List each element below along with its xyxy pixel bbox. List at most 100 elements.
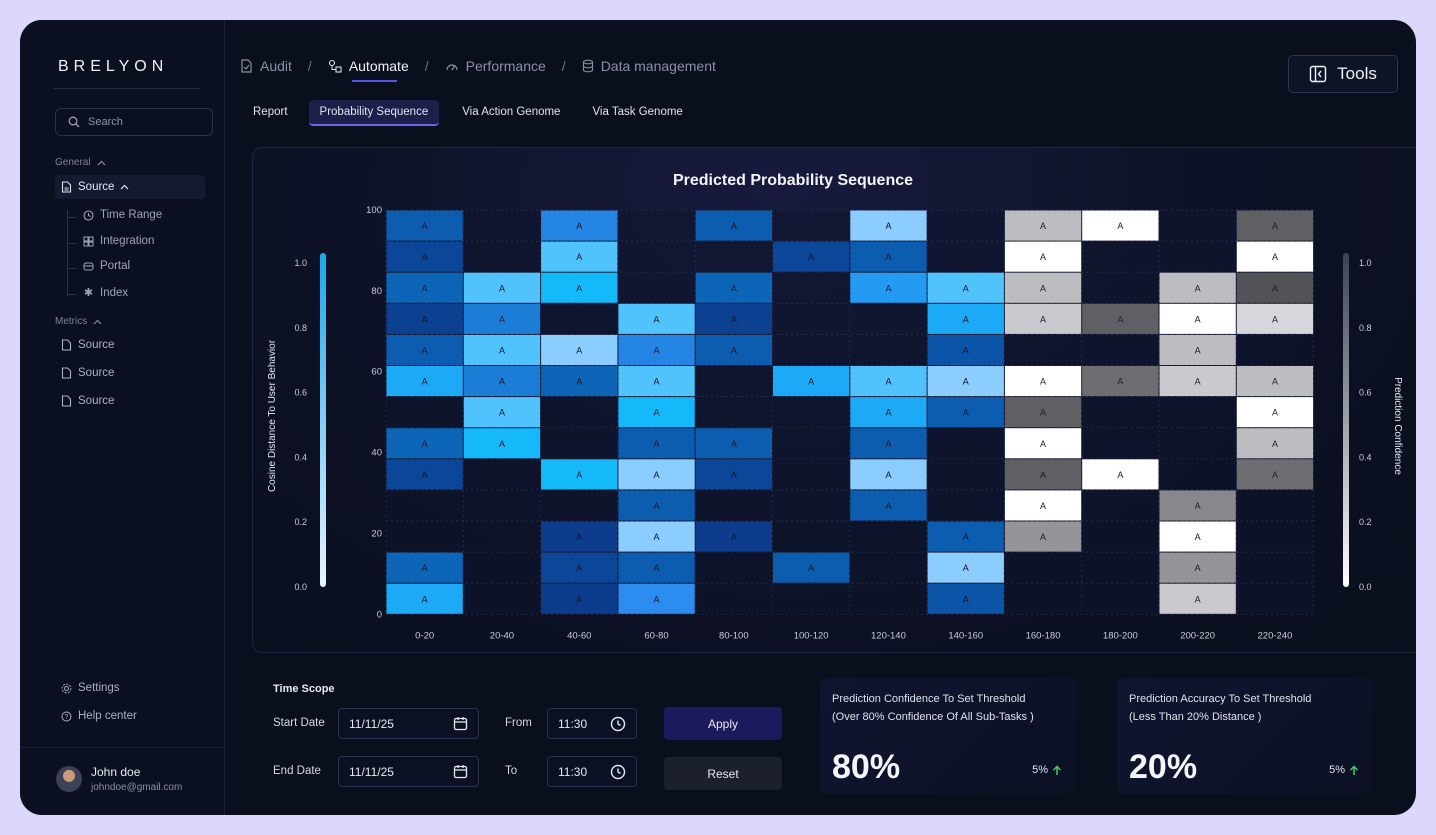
sidebar-item-source[interactable]: Source (55, 175, 205, 199)
cell-label: A (576, 563, 582, 573)
heatmap-cell (541, 210, 618, 241)
colorbar-tick-label: 0.4 (294, 452, 307, 462)
flow-icon (328, 59, 342, 73)
cell-label: A (1195, 345, 1201, 355)
sidebar-subitem-integration[interactable]: Integration (83, 235, 154, 247)
heatmap-cell (927, 397, 1004, 428)
cell-label: A (1195, 501, 1201, 511)
breadcrumb-data-management[interactable]: Data management (582, 58, 716, 74)
sidebar-help-center[interactable]: ? Help center (55, 704, 205, 728)
apply-button[interactable]: Apply (664, 707, 782, 740)
tree-branch (67, 268, 77, 269)
colorbar-tick-label: 1.0 (294, 258, 307, 268)
card-value: 80% (832, 748, 901, 786)
breadcrumb-separator: / (424, 58, 429, 74)
breadcrumb-audit[interactable]: Audit (240, 58, 292, 74)
tab-via-task-genome[interactable]: Via Task Genome (592, 106, 683, 118)
sidebar-item-label: Source (78, 367, 115, 379)
cell-label: A (885, 283, 891, 293)
chevron-up-icon (93, 319, 102, 324)
heatmap-cell (927, 272, 1004, 303)
end-date-field[interactable]: 11/11/25 (338, 756, 479, 787)
sidebar-subitem-portal[interactable]: Portal (83, 260, 130, 272)
cell-label: A (808, 377, 814, 387)
cell-label: A (1195, 532, 1201, 542)
cell-label: A (808, 563, 814, 573)
cell-label: A (1195, 563, 1201, 573)
cell-label: A (576, 345, 582, 355)
app-window: BRELYON Search General Source Time Range… (20, 20, 1416, 815)
tab-via-action-genome[interactable]: Via Action Genome (462, 106, 561, 118)
heatmap-cell (541, 334, 618, 365)
cell-label: A (654, 408, 660, 418)
colorbar-tick-label: 0.0 (1359, 582, 1372, 592)
heatmap-cell (1004, 272, 1082, 303)
panel-icon (1309, 65, 1327, 83)
cell-label: A (499, 314, 505, 324)
heatmap-cell (463, 397, 541, 428)
section-metrics[interactable]: Metrics (55, 316, 102, 327)
sidebar-subitem-time-range[interactable]: Time Range (83, 209, 162, 221)
x-tick-label: 120-140 (871, 630, 906, 641)
heatmap-cell (618, 366, 695, 397)
sidebar-settings[interactable]: Settings (55, 676, 205, 700)
section-general[interactable]: General (55, 157, 106, 168)
user-email: johndoe@gmail.com (91, 782, 183, 793)
start-date-field[interactable]: 11/11/25 (338, 708, 479, 739)
heatmap-cell (1236, 272, 1314, 303)
cell-label: A (499, 439, 505, 449)
heatmap-cell (541, 521, 618, 552)
colorbar-tick-label: 0.6 (1359, 388, 1372, 398)
tab-probability-sequence[interactable]: Probability Sequence (308, 100, 440, 126)
heatmap-cell (927, 583, 1004, 614)
heatmap-cell (618, 428, 695, 459)
sidebar-metric-source-3[interactable]: Source (55, 389, 205, 413)
sidebar-metric-source-2[interactable]: Source (55, 361, 205, 385)
reset-button[interactable]: Reset (664, 757, 782, 790)
tools-button[interactable]: Tools (1288, 55, 1398, 93)
card-delta-value: 5% (1032, 764, 1048, 776)
heatmap-cell (1159, 366, 1236, 397)
clock-icon (610, 716, 626, 731)
breadcrumb-performance[interactable]: Performance (445, 58, 546, 74)
cell-label: A (499, 283, 505, 293)
x-axis-ticks: 0-20 20-40 40-60 60-80 80-100 100-120 120-140 1… (415, 630, 1292, 641)
colorbar-tick-label: 0.2 (294, 517, 307, 527)
x-tick-label: 220-240 (1258, 630, 1293, 641)
cell-label: A (963, 377, 969, 387)
breadcrumb-label: Audit (260, 58, 292, 74)
heatmap-cell (1236, 241, 1314, 272)
cell-label: A (1040, 252, 1046, 262)
heatmap-cell (1159, 490, 1236, 521)
heatmap-cell (1159, 521, 1236, 552)
card-title-line2: (Over 80% Confidence Of All Sub-Tasks ) (832, 711, 1034, 723)
section-general-label: General (55, 157, 91, 168)
sidebar-subitem-index[interactable]: ✱ Index (83, 286, 128, 300)
heatmap-cell (850, 490, 927, 521)
heatmap-cell (1236, 397, 1314, 428)
breadcrumb-automate[interactable]: Automate (328, 58, 409, 82)
heatmap-cell (541, 583, 618, 614)
cell-label: A (963, 283, 969, 293)
tree-branch (67, 243, 77, 244)
search-input[interactable]: Search (55, 108, 213, 136)
heatmap-cell (386, 428, 463, 459)
heatmap-cell (463, 428, 541, 459)
heatmap-cell (618, 459, 695, 490)
sidebar-metric-source-1[interactable]: Source (55, 333, 205, 357)
cell-label: A (654, 470, 660, 480)
heatmap-cell (618, 334, 695, 365)
cell-label: A (499, 408, 505, 418)
heatmap-cell (541, 459, 618, 490)
cell-label: A (1272, 377, 1278, 387)
cell-label: A (885, 221, 891, 231)
tab-report[interactable]: Report (253, 106, 288, 118)
cell-label: A (1040, 470, 1046, 480)
to-time-field[interactable]: 11:30 (547, 756, 637, 787)
avatar[interactable] (56, 766, 82, 792)
from-time-field[interactable]: 11:30 (547, 708, 637, 739)
sidebar-item-label: Source (78, 339, 115, 351)
heatmap-cell (1159, 552, 1236, 583)
heatmap-cell (1159, 583, 1236, 614)
file-icon (61, 395, 72, 407)
